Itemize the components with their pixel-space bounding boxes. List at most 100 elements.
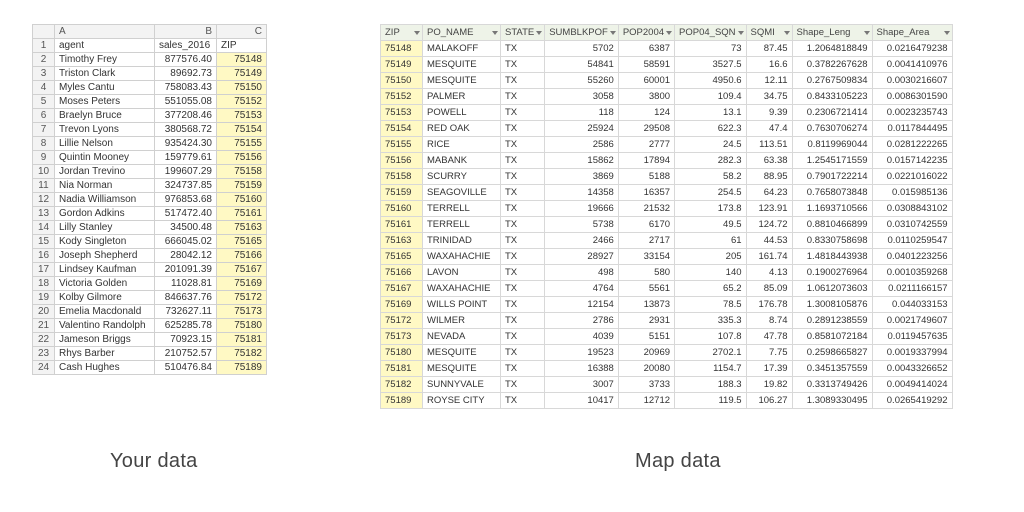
cell[interactable]: 0.7658073848: [792, 185, 872, 201]
row-number[interactable]: 14: [33, 221, 55, 235]
cell[interactable]: 2702.1: [675, 345, 747, 361]
cell[interactable]: 75155: [381, 137, 423, 153]
cell[interactable]: 732627.11: [155, 305, 217, 319]
cell[interactable]: 176.78: [746, 297, 792, 313]
cell[interactable]: 75163: [217, 221, 267, 235]
cell[interactable]: 0.0119457635: [872, 329, 952, 345]
cell[interactable]: ROYSE CITY: [423, 393, 501, 409]
cell[interactable]: 70923.15: [155, 333, 217, 347]
cell[interactable]: 324737.85: [155, 179, 217, 193]
table-row[interactable]: 75161TERRELLTX5738617049.5124.720.881046…: [381, 217, 953, 233]
cell[interactable]: 75160: [381, 201, 423, 217]
cell[interactable]: 124.72: [746, 217, 792, 233]
row-number[interactable]: 5: [33, 95, 55, 109]
cell[interactable]: Nia Norman: [55, 179, 155, 193]
cell[interactable]: 0.0010359268: [872, 265, 952, 281]
row-number[interactable]: 17: [33, 263, 55, 277]
cell[interactable]: 75167: [381, 281, 423, 297]
cell[interactable]: TRINIDAD: [423, 233, 501, 249]
cell[interactable]: POWELL: [423, 105, 501, 121]
cell[interactable]: 517472.40: [155, 207, 217, 221]
dropdown-icon[interactable]: [610, 31, 616, 35]
cell[interactable]: 75158: [381, 169, 423, 185]
cell[interactable]: 13873: [618, 297, 674, 313]
cell[interactable]: 159779.61: [155, 151, 217, 165]
cell[interactable]: 17.39: [746, 361, 792, 377]
cell[interactable]: TX: [501, 105, 545, 121]
cell[interactable]: 3800: [618, 89, 674, 105]
cell[interactable]: Myles Cantu: [55, 81, 155, 95]
cell[interactable]: 188.3: [675, 377, 747, 393]
cell[interactable]: 0.8810466899: [792, 217, 872, 233]
cell[interactable]: 119.5: [675, 393, 747, 409]
cell[interactable]: 34500.48: [155, 221, 217, 235]
cell[interactable]: 75155: [217, 137, 267, 151]
cell[interactable]: TERRELL: [423, 217, 501, 233]
cell[interactable]: WILLS POINT: [423, 297, 501, 313]
dropdown-icon[interactable]: [738, 31, 744, 35]
cell[interactable]: 0.0308843102: [872, 201, 952, 217]
table-row[interactable]: 75173NEVADATX40395151107.847.780.8581072…: [381, 329, 953, 345]
cell[interactable]: SEAGOVILLE: [423, 185, 501, 201]
cell[interactable]: TX: [501, 41, 545, 57]
row-number[interactable]: 8: [33, 137, 55, 151]
cell[interactable]: 25924: [545, 121, 619, 137]
cell[interactable]: 109.4: [675, 89, 747, 105]
cell[interactable]: 11028.81: [155, 277, 217, 291]
cell[interactable]: 335.3: [675, 313, 747, 329]
dropdown-icon[interactable]: [666, 31, 672, 35]
cell[interactable]: Kolby Gilmore: [55, 291, 155, 305]
cell[interactable]: 75154: [217, 123, 267, 137]
cell[interactable]: 13.1: [675, 105, 747, 121]
table-row[interactable]: 75153POWELLTX11812413.19.390.23067214140…: [381, 105, 953, 121]
cell[interactable]: 254.5: [675, 185, 747, 201]
cell[interactable]: 75150: [381, 73, 423, 89]
cell[interactable]: 3527.5: [675, 57, 747, 73]
dropdown-icon[interactable]: [536, 31, 542, 35]
cell[interactable]: MABANK: [423, 153, 501, 169]
map-col-state[interactable]: STATE: [501, 25, 545, 41]
cell[interactable]: TX: [501, 265, 545, 281]
row-number[interactable]: 4: [33, 81, 55, 95]
cell[interactable]: 106.27: [746, 393, 792, 409]
cell[interactable]: 75159: [217, 179, 267, 193]
cell[interactable]: Moses Peters: [55, 95, 155, 109]
col-letter-A[interactable]: A: [55, 25, 155, 39]
cell[interactable]: 16388: [545, 361, 619, 377]
cell[interactable]: 2717: [618, 233, 674, 249]
cell[interactable]: 75169: [217, 277, 267, 291]
cell[interactable]: 1.2545171559: [792, 153, 872, 169]
cell[interactable]: TERRELL: [423, 201, 501, 217]
cell[interactable]: 0.0117844495: [872, 121, 952, 137]
row-number[interactable]: 22: [33, 333, 55, 347]
cell[interactable]: 47.4: [746, 121, 792, 137]
cell[interactable]: 75182: [217, 347, 267, 361]
cell[interactable]: Jordan Trevino: [55, 165, 155, 179]
cell[interactable]: 1.2064818849: [792, 41, 872, 57]
cell[interactable]: 75173: [217, 305, 267, 319]
cell[interactable]: 0.0221016022: [872, 169, 952, 185]
table-row[interactable]: 75182SUNNYVALETX30073733188.319.820.3313…: [381, 377, 953, 393]
cell[interactable]: Lindsey Kaufman: [55, 263, 155, 277]
cell[interactable]: TX: [501, 153, 545, 169]
row-number[interactable]: 20: [33, 305, 55, 319]
col-letter-C[interactable]: C: [217, 25, 267, 39]
cell[interactable]: 2586: [545, 137, 619, 153]
cell[interactable]: 0.3313749426: [792, 377, 872, 393]
cell[interactable]: TX: [501, 137, 545, 153]
cell[interactable]: 107.8: [675, 329, 747, 345]
table-row[interactable]: 75148MALAKOFFTX570263877387.451.20648188…: [381, 41, 953, 57]
cell[interactable]: 55260: [545, 73, 619, 89]
row-number[interactable]: 23: [33, 347, 55, 361]
your-data-table[interactable]: ABC1agentsales_2016ZIP2Timothy Frey87757…: [32, 24, 267, 375]
cell[interactable]: 58591: [618, 57, 674, 73]
cell[interactable]: 87.45: [746, 41, 792, 57]
cell[interactable]: 34.75: [746, 89, 792, 105]
cell[interactable]: Victoria Golden: [55, 277, 155, 291]
row-number[interactable]: 10: [33, 165, 55, 179]
cell[interactable]: 123.91: [746, 201, 792, 217]
cell[interactable]: Jameson Briggs: [55, 333, 155, 347]
cell[interactable]: 0.2306721414: [792, 105, 872, 121]
dropdown-icon[interactable]: [784, 31, 790, 35]
cell[interactable]: TX: [501, 345, 545, 361]
